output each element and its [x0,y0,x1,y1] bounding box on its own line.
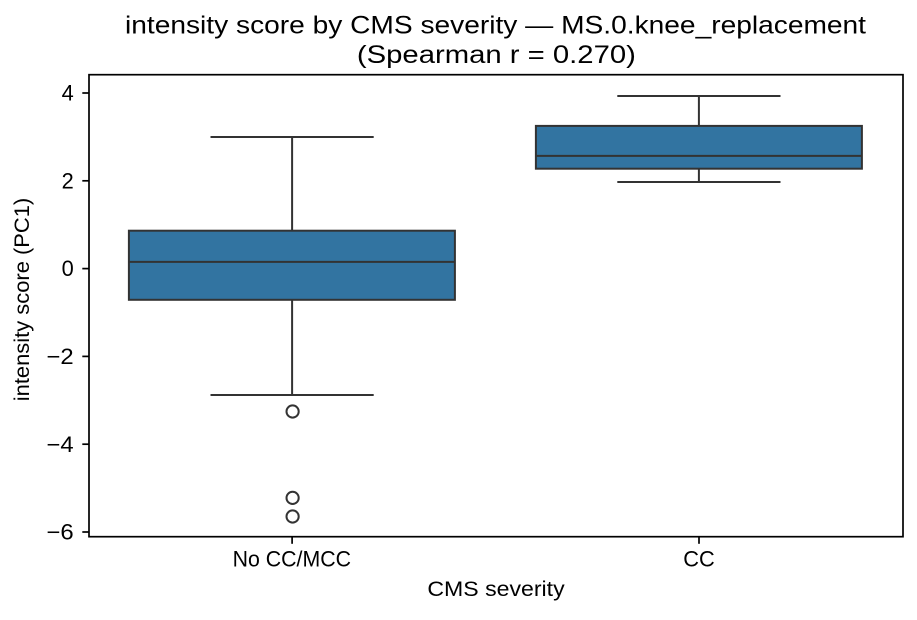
svg-text:CMS severity: CMS severity [427,576,565,601]
svg-text:−2: −2 [47,344,74,369]
svg-text:2: 2 [62,168,74,193]
svg-text:4: 4 [62,81,74,106]
svg-text:intensity score (PC1): intensity score (PC1) [9,198,34,402]
svg-text:intensity score by CMS severit: intensity score by CMS severity — MS.0.k… [125,12,866,40]
svg-text:No CC/MCC: No CC/MCC [233,546,351,571]
svg-text:−4: −4 [47,432,74,457]
svg-text:CC: CC [683,546,714,571]
svg-text:0: 0 [62,256,74,281]
svg-text:−6: −6 [47,520,74,545]
svg-text:(Spearman r = 0.270): (Spearman r = 0.270) [357,41,636,69]
